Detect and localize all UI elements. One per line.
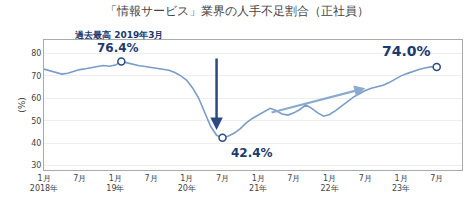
svg-text:過去最高 2019年3月: 過去最高 2019年3月 bbox=[74, 30, 163, 40]
svg-text:7月: 7月 bbox=[430, 174, 443, 183]
svg-text:「情報サービス」業界の人手不足割合（正社員）: 「情報サービス」業界の人手不足割合（正社員） bbox=[105, 4, 369, 18]
svg-text:60: 60 bbox=[31, 94, 41, 103]
svg-text:42.4%: 42.4% bbox=[231, 146, 273, 160]
svg-text:40: 40 bbox=[31, 139, 41, 148]
svg-text:(%): (%) bbox=[17, 97, 27, 113]
svg-text:80: 80 bbox=[31, 49, 41, 58]
svg-text:70: 70 bbox=[31, 72, 41, 81]
svg-text:1月23年: 1月23年 bbox=[392, 174, 410, 193]
svg-text:7月: 7月 bbox=[73, 174, 86, 183]
svg-text:1月22年: 1月22年 bbox=[321, 174, 339, 193]
svg-text:76.4%: 76.4% bbox=[97, 41, 139, 55]
svg-text:7月: 7月 bbox=[359, 174, 372, 183]
svg-text:1月21年: 1月21年 bbox=[249, 174, 267, 193]
svg-text:1月20年: 1月20年 bbox=[178, 174, 196, 193]
svg-text:7月: 7月 bbox=[145, 174, 158, 183]
svg-text:1月2018年: 1月2018年 bbox=[30, 174, 58, 193]
svg-text:1月19年: 1月19年 bbox=[106, 174, 124, 193]
svg-text:50: 50 bbox=[31, 116, 41, 125]
svg-text:7月: 7月 bbox=[287, 174, 300, 183]
svg-text:74.0%: 74.0% bbox=[382, 43, 431, 59]
svg-text:30: 30 bbox=[31, 161, 41, 170]
svg-text:7月: 7月 bbox=[216, 174, 229, 183]
